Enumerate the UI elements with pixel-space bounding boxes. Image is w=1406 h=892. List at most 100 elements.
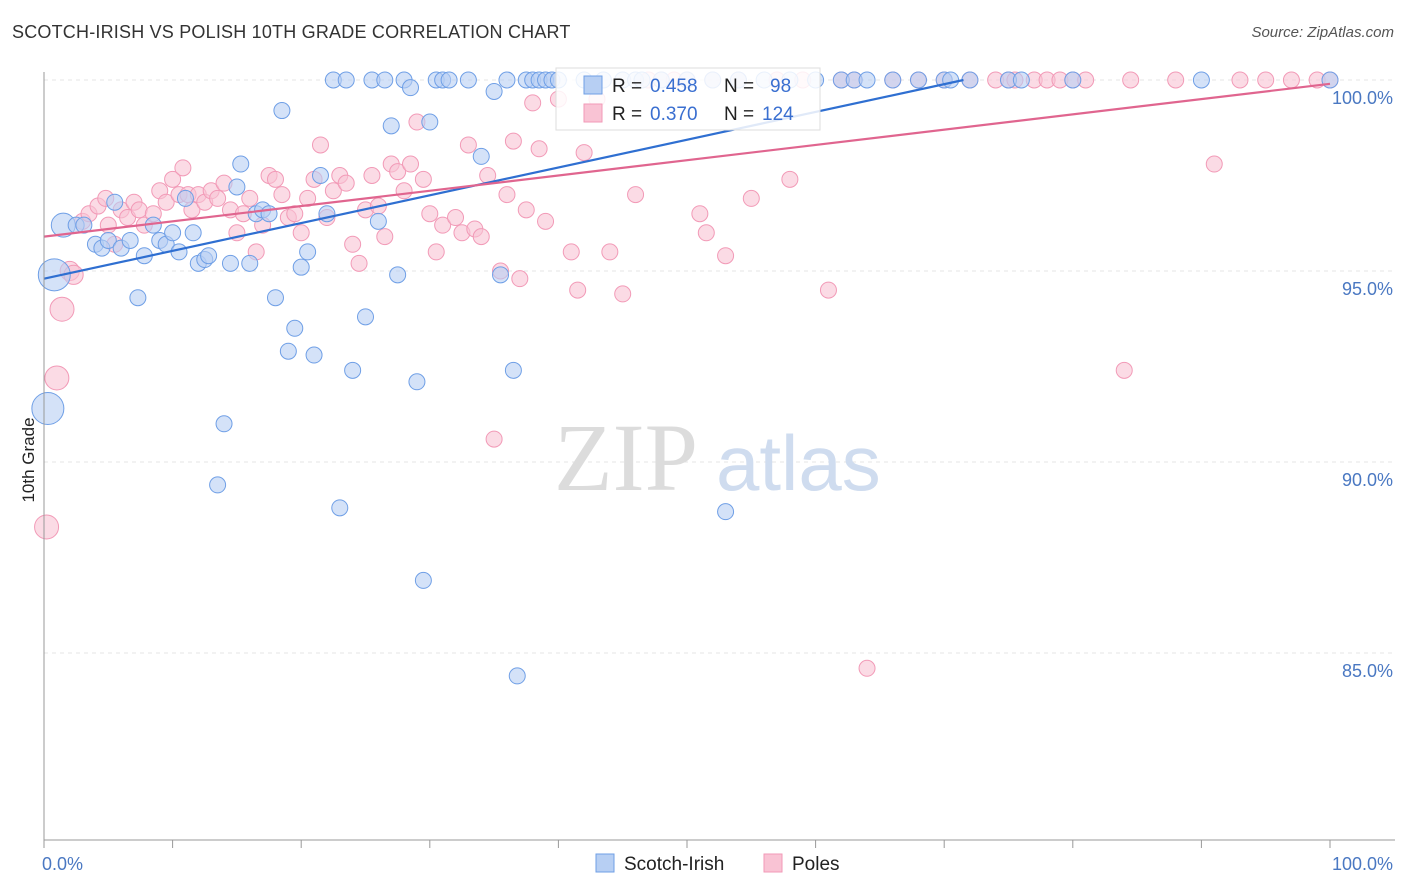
point-poles-19 xyxy=(164,170,182,188)
point-poles-117 xyxy=(1167,71,1185,89)
point-scotch-irish-11 xyxy=(129,289,147,307)
point-poles-69 xyxy=(485,430,503,448)
point-scotch-irish-44 xyxy=(344,361,362,379)
point-scotch-irish-52 xyxy=(402,79,420,97)
legend-n-value-2: 124 xyxy=(762,104,794,125)
point-scotch-irish-53 xyxy=(408,373,426,391)
legend-box-swatch-blue xyxy=(583,75,603,95)
point-poles-9 xyxy=(99,216,117,234)
point-scotch-irish-17 xyxy=(170,243,188,261)
legend-swatch-scotch-irish xyxy=(595,853,615,873)
point-scotch-irish-18 xyxy=(176,189,194,207)
legend-box-swatch-pink xyxy=(583,103,603,123)
point-poles-49 xyxy=(350,254,368,272)
point-poles-93 xyxy=(717,247,735,265)
point-poles-57 xyxy=(402,155,420,173)
point-poles-67 xyxy=(472,228,490,246)
point-scotch-irish-7 xyxy=(99,231,117,249)
point-scotch-irish-1 xyxy=(37,258,71,292)
point-scotch-irish-31 xyxy=(260,205,278,223)
y-tick-label-3: 85.0% xyxy=(1342,661,1393,681)
x-tick-label-0: 0.0% xyxy=(42,854,83,874)
point-poles-0 xyxy=(34,514,60,540)
legend-n-value-1: 98 xyxy=(770,76,791,97)
tick-labels: 100.0% 95.0% 90.0% 85.0% 0.0% 100.0% xyxy=(42,88,1393,874)
point-scotch-irish-64 xyxy=(504,361,522,379)
point-scotch-irish-90 xyxy=(942,71,960,89)
point-scotch-irish-35 xyxy=(286,319,304,337)
point-poles-47 xyxy=(337,174,355,192)
point-scotch-irish-47 xyxy=(369,212,387,230)
trend-line-poles xyxy=(43,82,1331,238)
point-poles-65 xyxy=(459,136,477,154)
point-poles-90 xyxy=(691,205,709,223)
point-poles-21 xyxy=(174,159,192,177)
watermark-zip: ZIP xyxy=(554,404,698,511)
point-poles-80 xyxy=(569,281,587,299)
point-poles-102 xyxy=(858,659,876,677)
point-poles-14 xyxy=(130,201,148,219)
point-scotch-irish-59 xyxy=(459,71,477,89)
point-scotch-irish-19 xyxy=(184,224,202,242)
point-scotch-irish-43 xyxy=(337,71,355,89)
watermark-atlas: atlas xyxy=(716,419,881,507)
point-poles-118 xyxy=(1205,155,1223,173)
point-scotch-irish-26 xyxy=(228,178,246,196)
point-scotch-irish-8 xyxy=(106,193,124,211)
point-poles-61 xyxy=(427,243,445,261)
point-scotch-irish-34 xyxy=(279,342,297,360)
point-poles-83 xyxy=(601,243,619,261)
y-tick-label-0: 100.0% xyxy=(1332,88,1393,108)
legend-r-label-2: R = xyxy=(612,104,642,125)
legend-r-label-1: R = xyxy=(612,76,642,97)
legend-label-scotch-irish: Scotch-Irish xyxy=(624,854,724,875)
point-poles-32 xyxy=(241,189,259,207)
trend-line-scotch-irish xyxy=(43,78,964,280)
y-tick-label-2: 90.0% xyxy=(1342,470,1393,490)
point-scotch-irish-37 xyxy=(299,243,317,261)
point-scotch-irish-86 xyxy=(858,71,876,89)
point-scotch-irish-65 xyxy=(508,667,526,685)
point-poles-91 xyxy=(697,224,715,242)
point-scotch-irish-42 xyxy=(331,499,349,517)
point-scotch-irish-62 xyxy=(492,266,510,284)
point-poles-115 xyxy=(1115,361,1133,379)
point-poles-40 xyxy=(292,224,310,242)
point-scotch-irish-91 xyxy=(961,71,979,89)
point-scotch-irish-0 xyxy=(31,392,65,426)
source-label: Source: ZipAtlas.com xyxy=(1251,24,1394,41)
point-poles-97 xyxy=(781,170,799,188)
point-poles-43 xyxy=(311,136,329,154)
point-poles-75 xyxy=(524,94,542,112)
point-scotch-irish-93 xyxy=(1012,71,1030,89)
point-scotch-irish-4 xyxy=(75,216,93,234)
bottom-legend: Scotch-Irish Poles xyxy=(595,853,840,875)
point-poles-39 xyxy=(286,205,304,223)
axes xyxy=(43,72,1395,848)
legend-swatch-poles xyxy=(763,853,783,873)
point-poles-62 xyxy=(434,216,452,234)
point-scotch-irish-94 xyxy=(1064,71,1082,89)
point-poles-60 xyxy=(421,205,439,223)
point-scotch-irish-60 xyxy=(472,147,490,165)
point-poles-121 xyxy=(1282,71,1300,89)
legend-n-label-2: N = xyxy=(724,104,754,125)
x-tick-label-1: 100.0% xyxy=(1332,854,1393,874)
point-scotch-irish-88 xyxy=(909,71,927,89)
point-poles-72 xyxy=(504,132,522,150)
point-poles-53 xyxy=(376,228,394,246)
point-scotch-irish-25 xyxy=(221,254,239,272)
point-poles-45 xyxy=(324,182,342,200)
series-scotch-irish-points xyxy=(31,71,1339,685)
point-scotch-irish-61 xyxy=(485,82,503,100)
point-scotch-irish-58 xyxy=(440,71,458,89)
y-axis-title: 10th Grade xyxy=(19,417,38,502)
point-poles-85 xyxy=(627,186,645,204)
point-scotch-irish-33 xyxy=(273,102,291,120)
watermark: ZIP atlas xyxy=(554,404,881,511)
point-scotch-irish-22 xyxy=(200,247,218,265)
point-scotch-irish-50 xyxy=(389,266,407,284)
point-poles-95 xyxy=(742,189,760,207)
legend-r-value-1: 0.458 xyxy=(650,76,698,97)
